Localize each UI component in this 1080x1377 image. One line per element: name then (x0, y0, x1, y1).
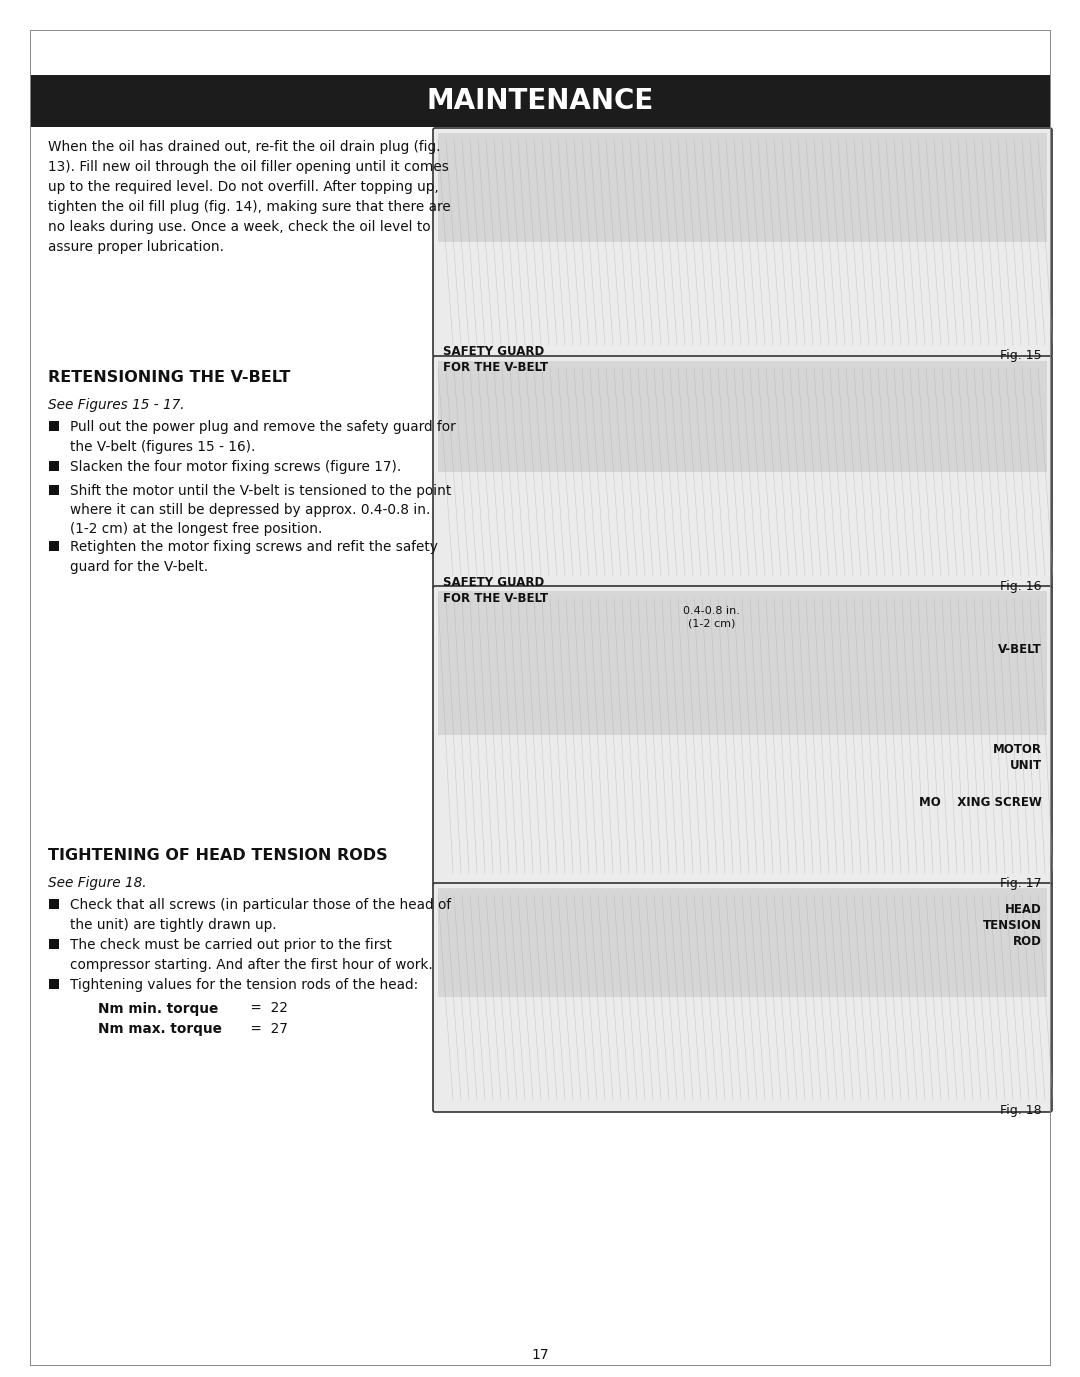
Text: Fig. 15: Fig. 15 (1000, 348, 1042, 362)
Bar (49, 939, 59, 949)
Text: 0.4-0.8 in.
(1-2 cm): 0.4-0.8 in. (1-2 cm) (684, 606, 740, 628)
Text: Shift the motor until the V-belt is tensioned to the point
where it can still be: Shift the motor until the V-belt is tens… (70, 483, 451, 537)
Text: 17: 17 (531, 1348, 549, 1362)
Text: =  22: = 22 (246, 1001, 288, 1015)
FancyBboxPatch shape (433, 128, 1052, 357)
Bar (438, 591, 1047, 735)
Bar (438, 888, 1047, 997)
Text: MOTOR
UNIT: MOTOR UNIT (993, 744, 1042, 772)
Text: Nm min. torque: Nm min. torque (98, 1001, 218, 1015)
Text: SAFETY GUARD
FOR THE V-BELT: SAFETY GUARD FOR THE V-BELT (443, 346, 549, 375)
Text: V-BELT: V-BELT (998, 643, 1042, 655)
Text: See Figure 18.: See Figure 18. (48, 876, 147, 890)
Bar (49, 979, 59, 989)
Text: Fig. 16: Fig. 16 (1000, 580, 1042, 593)
Text: Retighten the motor fixing screws and refit the safety
guard for the V-belt.: Retighten the motor fixing screws and re… (70, 540, 437, 573)
Bar (438, 361, 1047, 472)
Bar (30, 74, 1050, 127)
Text: Slacken the four motor fixing screws (figure 17).: Slacken the four motor fixing screws (fi… (70, 460, 402, 474)
Text: Check that all screws (in particular those of the head of
the unit) are tightly : Check that all screws (in particular tho… (70, 898, 451, 931)
Text: RETENSIONING THE V-BELT: RETENSIONING THE V-BELT (48, 370, 291, 386)
Text: MO    XING SCREW: MO XING SCREW (919, 796, 1042, 810)
Text: MAINTENANCE: MAINTENANCE (427, 87, 653, 116)
Text: SAFETY GUARD
FOR THE V-BELT: SAFETY GUARD FOR THE V-BELT (443, 576, 549, 605)
Text: The check must be carried out prior to the first
compressor starting. And after : The check must be carried out prior to t… (70, 938, 433, 972)
Text: Pull out the power plug and remove the safety guard for
the V-belt (figures 15 -: Pull out the power plug and remove the s… (70, 420, 456, 453)
Bar (438, 134, 1047, 242)
Text: TIGHTENING OF HEAD TENSION RODS: TIGHTENING OF HEAD TENSION RODS (48, 848, 388, 863)
FancyBboxPatch shape (433, 883, 1052, 1113)
Text: =  27: = 27 (246, 1022, 288, 1036)
Bar (49, 485, 59, 494)
Bar (49, 899, 59, 909)
FancyBboxPatch shape (433, 587, 1052, 885)
Text: HEAD
TENSION
ROD: HEAD TENSION ROD (983, 903, 1042, 947)
Bar (49, 541, 59, 551)
Text: Nm max. torque: Nm max. torque (98, 1022, 221, 1036)
Text: Fig. 18: Fig. 18 (1000, 1104, 1042, 1117)
Text: See Figures 15 - 17.: See Figures 15 - 17. (48, 398, 185, 412)
FancyBboxPatch shape (433, 357, 1052, 588)
Bar (49, 421, 59, 431)
Bar (49, 461, 59, 471)
Text: Fig. 17: Fig. 17 (1000, 877, 1042, 890)
Text: When the oil has drained out, re-fit the oil drain plug (fig.
13). Fill new oil : When the oil has drained out, re-fit the… (48, 140, 450, 255)
Text: Tightening values for the tension rods of the head:: Tightening values for the tension rods o… (70, 978, 418, 991)
